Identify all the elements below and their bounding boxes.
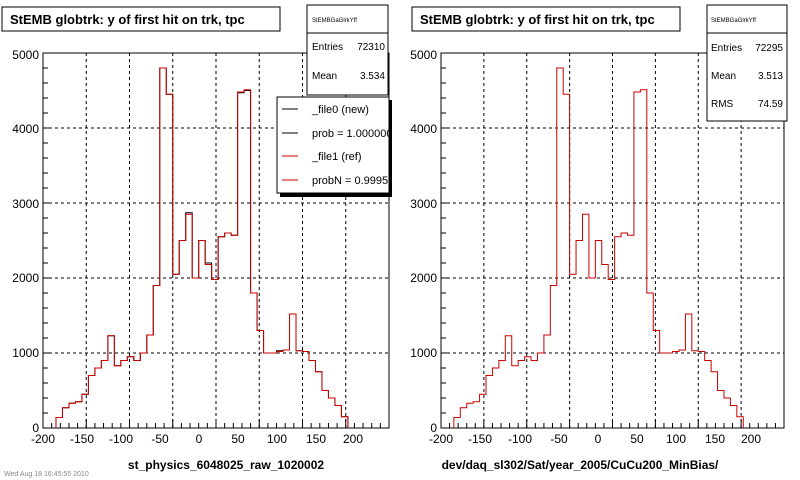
right-histogram-file1-ref — [453, 67, 744, 428]
right-ytick: 2000 — [410, 271, 437, 285]
right-histograms — [453, 67, 744, 428]
left-title-box — [1, 6, 281, 32]
left-stats-entries: 72310 — [357, 42, 385, 53]
legend-entry-probn: probN = 0.99950 — [312, 175, 394, 187]
right-ytick: 5000 — [410, 48, 437, 62]
left-xtick: -100 — [109, 432, 133, 446]
left-xtick: -50 — [151, 432, 169, 446]
right-ytick: 0 — [430, 421, 437, 435]
left-xtick: 150 — [306, 432, 326, 446]
left-ytick: 4000 — [12, 122, 39, 136]
left-xtick: 100 — [267, 432, 287, 446]
right-title-box — [411, 6, 681, 32]
right-xtick: -200 — [429, 432, 453, 446]
right-xtick: 200 — [741, 432, 761, 446]
left-title: StEMB globtrk: y of first hit on trk, tp… — [10, 12, 245, 27]
legend-entry-ref: _file1 (ref) — [311, 151, 362, 163]
legend-entry-prob: prob = 1.000000 — [312, 128, 392, 140]
left-axis-ticks — [42, 52, 390, 429]
left-xtick: -200 — [31, 432, 55, 446]
left-ytick: 5000 — [12, 48, 39, 62]
right-xtick: 0 — [595, 432, 602, 446]
right-xtick: 100 — [666, 432, 686, 446]
left-legend: _file0 (new) prob = 1.000000 _file1 (ref… — [276, 96, 394, 197]
right-xtick: 150 — [705, 432, 725, 446]
legend-entry-new: _file0 (new) — [311, 104, 369, 116]
right-xtick: -150 — [468, 432, 492, 446]
right-ytick: 4000 — [410, 122, 437, 136]
right-stats-rms: 74.59 — [758, 99, 783, 110]
left-pad: StEMB globtrk: y of first hit on trk, tp… — [1, 4, 394, 472]
right-stats-mean: 3.513 — [758, 71, 783, 82]
right-stats-rms-label: RMS — [711, 99, 734, 110]
right-xtick: -50 — [550, 432, 568, 446]
right-xtick: 50 — [630, 432, 644, 446]
left-ytick: 0 — [32, 421, 39, 435]
footer-timestamp: Wed Aug 18 16:45:55 2010 — [4, 471, 89, 478]
left-stats-name: StEMBGaGlrkYff — [312, 18, 357, 24]
left-ytick: 1000 — [12, 346, 39, 360]
right-ytick: 3000 — [410, 197, 437, 211]
right-stats-name: StEMBGaGlrkYff — [711, 18, 756, 24]
left-x-axis-label: st_physics_6048025_raw_1020002 — [128, 458, 324, 472]
right-stats-box: StEMBGaGlrkYff Entries 72295 Mean 3.513 … — [706, 4, 788, 122]
left-xtick: 0 — [196, 432, 203, 446]
left-stats-mean-label: Mean — [312, 71, 337, 82]
left-ytick: 2000 — [12, 271, 39, 285]
left-histograms — [55, 67, 349, 428]
right-x-axis-label: dev/daq_sl302/Sat/year_2005/CuCu200_MinB… — [442, 458, 719, 472]
left-xtick: 50 — [231, 432, 245, 446]
right-title: StEMB globtrk: y of first hit on trk, tp… — [420, 12, 655, 27]
right-xtick: -100 — [508, 432, 532, 446]
left-stats-entries-label: Entries — [312, 42, 343, 53]
right-stats-mean-label: Mean — [711, 71, 736, 82]
left-xtick: 200 — [343, 432, 363, 446]
right-ytick: 1000 — [410, 346, 437, 360]
left-stats-mean: 3.534 — [360, 71, 385, 82]
right-stats-entries: 72295 — [755, 43, 783, 54]
right-axis-ticks — [440, 52, 785, 429]
right-stats-entries-label: Entries — [711, 43, 742, 54]
right-pad: StEMB globtrk: y of first hit on trk, tp… — [410, 4, 788, 472]
left-xtick: -150 — [70, 432, 94, 446]
left-stats-box: StEMBGaGlrkYff Entries 72310 Mean 3.534 — [306, 4, 389, 96]
left-histogram-file1-ref — [55, 67, 349, 428]
left-ytick: 3000 — [12, 197, 39, 211]
